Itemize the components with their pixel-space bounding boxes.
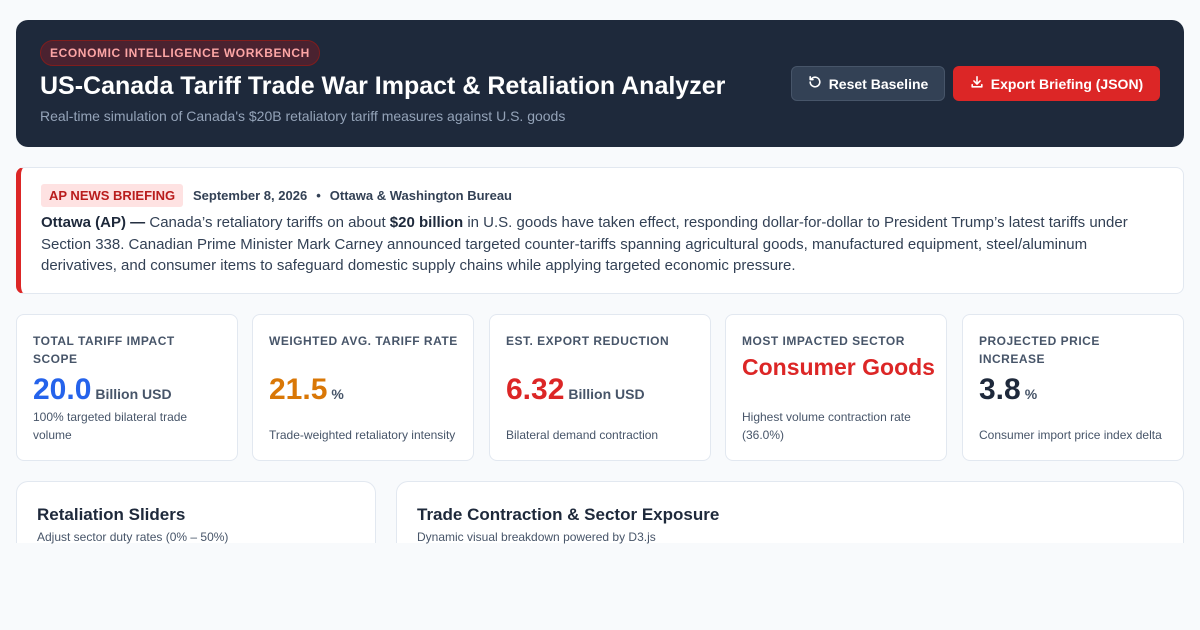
export-briefing-label: Export Briefing (JSON) <box>990 75 1144 92</box>
export-briefing-button[interactable]: Export Briefing (JSON) <box>953 66 1160 101</box>
news-badge: AP NEWS BRIEFING <box>41 184 184 207</box>
panel-title: Retaliation Sliders <box>37 505 186 524</box>
reset-baseline-button[interactable]: Reset Baseline <box>791 66 945 101</box>
kpi-description: Consumer import price index delta <box>979 428 1162 442</box>
kpi-label: Weighted Avg. Tariff Rate <box>269 334 458 348</box>
news-text-2: in U.S. goods have taken effect, respond… <box>41 214 1128 274</box>
kpi-value-row: 3.8 % <box>979 373 1037 407</box>
news-amount: $20 billion <box>389 214 464 231</box>
kpi-card-impacted-sector: Most Impacted Sector Consumer Goods High… <box>725 314 947 461</box>
page-title: US-Canada Tariff Trade War Impact & Reta… <box>40 72 726 100</box>
kpi-card-avg-tariff-rate: Weighted Avg. Tariff Rate 21.5 % Trade-w… <box>252 314 474 461</box>
news-separator: • <box>316 188 321 203</box>
news-meta: September 8, 2026 • Ottawa & Washington Bu… <box>193 188 512 203</box>
kpi-value: 6.32 <box>506 373 565 406</box>
news-dateline: Ottawa (AP) — <box>41 214 146 231</box>
kpi-description: 100% targeted bilateral trade volume <box>33 410 188 442</box>
kpi-description: Highest volume contraction rate (36.0%) <box>742 410 911 442</box>
retaliation-sliders-panel: Retaliation Sliders Adjust sector duty r… <box>16 481 376 544</box>
kpi-card-impact-scope: Total Tariff Impact Scope 20.0 Billion U… <box>16 314 238 461</box>
kpi-card-export-reduction: Est. Export Reduction 6.32 Billion USD B… <box>489 314 711 461</box>
kpi-value-row: 6.32 Billion USD <box>506 373 645 407</box>
kpi-unit: Billion USD <box>568 386 645 402</box>
kpi-label: Projected Price Increase <box>979 334 1100 366</box>
panel-subtitle: Adjust sector duty rates (0% – 50%) <box>37 530 229 544</box>
kpi-label: Most Impacted Sector <box>742 334 905 348</box>
news-body: Ottawa (AP) — Canada’s retaliatory tarif… <box>41 212 1166 277</box>
panel-subtitle: Dynamic visual breakdown powered by D3.j… <box>417 530 656 544</box>
kpi-unit: Billion USD <box>95 386 172 402</box>
reset-baseline-label: Reset Baseline <box>828 75 929 92</box>
kpi-value-row: 21.5 % <box>269 373 344 407</box>
refresh-icon <box>808 75 822 92</box>
trade-contraction-panel: Trade Contraction & Sector Exposure Dyna… <box>396 481 1184 544</box>
kpi-label: Total Tariff Impact Scope <box>33 334 175 366</box>
news-bureau: Ottawa & Washington Bureau <box>329 188 512 203</box>
page-subtitle: Real-time simulation of Canada's $20B re… <box>40 108 566 124</box>
kpi-description: Trade-weighted retaliatory intensity <box>269 428 456 442</box>
download-icon <box>970 75 984 92</box>
kpi-value: 20.0 <box>33 373 92 406</box>
news-briefing: AP NEWS BRIEFING September 8, 2026 • Ottaw… <box>16 167 1184 294</box>
kpi-unit: % <box>1024 386 1038 402</box>
news-date: September 8, 2026 <box>193 188 308 203</box>
kpi-value: 21.5 <box>269 373 328 406</box>
panel-title: Trade Contraction & Sector Exposure <box>417 505 720 524</box>
workbench-tag: ECONOMIC INTELLIGENCE WORKBENCH <box>40 40 320 66</box>
kpi-value-row: 20.0 Billion USD <box>33 373 172 407</box>
kpi-value: 3.8 <box>979 373 1021 406</box>
kpi-description: Bilateral demand contraction <box>506 428 659 442</box>
kpi-sector-value: Consumer Goods <box>742 354 935 380</box>
kpi-label: Est. Export Reduction <box>506 334 670 348</box>
header-banner: ECONOMIC INTELLIGENCE WORKBENCH US-Canad… <box>16 20 1184 147</box>
news-text-1: Canada’s retaliatory tariffs on about <box>149 214 386 231</box>
kpi-unit: % <box>331 386 344 402</box>
kpi-card-price-increase: Projected Price Increase 3.8 % Consumer … <box>962 314 1184 461</box>
